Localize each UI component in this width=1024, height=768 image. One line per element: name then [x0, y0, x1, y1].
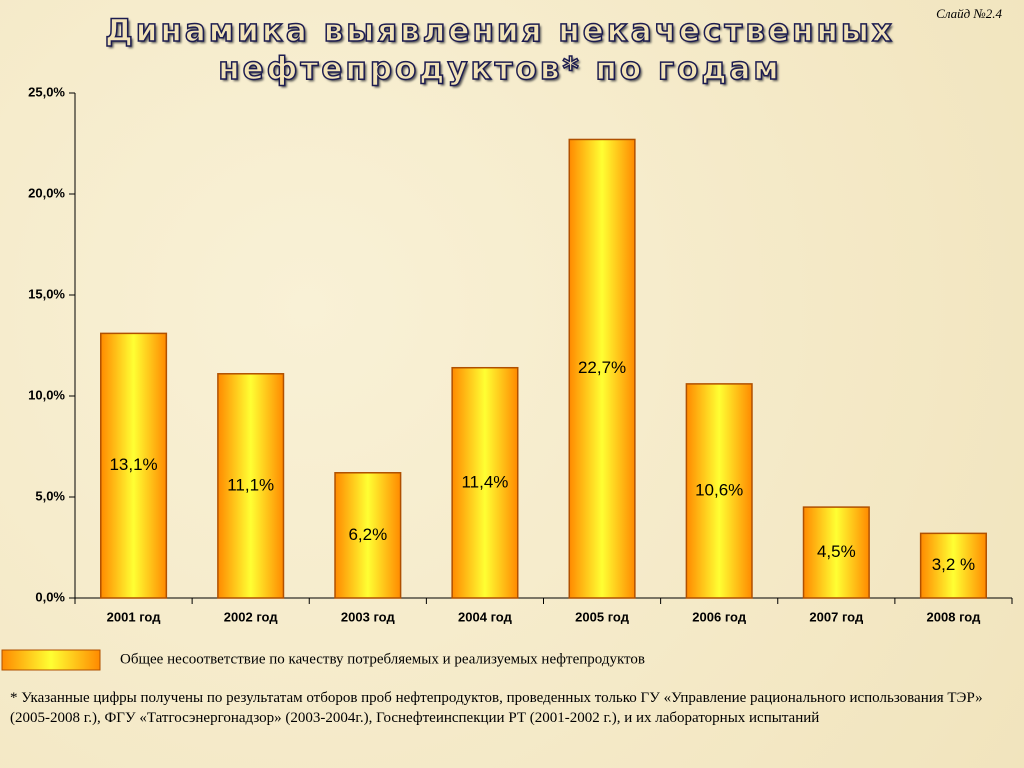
x-tick-label: 2002 год [224, 609, 279, 624]
x-tick-label: 2006 год [692, 609, 747, 624]
y-tick-label: 15,0% [28, 286, 65, 301]
bar [802, 506, 870, 599]
x-tick-label: 2008 год [927, 609, 982, 624]
value-label: 13,1% [109, 455, 157, 474]
value-label: 6,2% [348, 525, 387, 544]
x-tick-label: 2003 год [341, 609, 396, 624]
x-tick-label: 2007 год [809, 609, 864, 624]
bar [100, 332, 168, 599]
legend-label: Общее несоответствие по качеству потребл… [120, 651, 645, 667]
chart-title: Динамика выявления некачественных нефтеп… [104, 12, 895, 88]
x-tick-label: 2001 год [107, 609, 162, 624]
value-label: 4,5% [817, 542, 856, 561]
bar [919, 532, 987, 599]
footnote: * Указанные цифры получены по результата… [10, 690, 983, 726]
y-tick-label: 10,0% [28, 387, 65, 402]
y-tick-label: 5,0% [35, 488, 65, 503]
value-label: 11,1% [227, 475, 274, 494]
bar [568, 138, 636, 599]
value-label: 11,4% [461, 472, 508, 491]
x-tick-label: 2005 год [575, 609, 630, 624]
bar [451, 366, 519, 599]
value-label: 3,2 % [932, 555, 975, 574]
x-tick-label: 2004 год [458, 609, 513, 624]
y-tick-label: 25,0% [28, 84, 65, 99]
legend-swatch [1, 649, 101, 671]
y-tick-label: 0,0% [35, 589, 65, 604]
bar [334, 472, 402, 599]
bar [685, 383, 753, 599]
value-label: 10,6% [695, 480, 743, 499]
slide-label: Слайд №2.4 [936, 6, 1002, 21]
value-label: 22,7% [578, 358, 626, 377]
y-tick-label: 20,0% [28, 185, 65, 200]
bar [217, 373, 285, 599]
